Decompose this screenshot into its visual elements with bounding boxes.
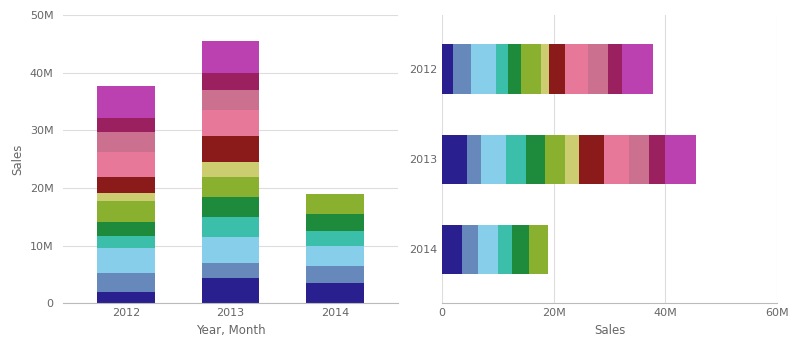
Bar [97, 247, 154, 274]
Bar [541, 45, 550, 94]
Bar [467, 135, 482, 184]
Bar [202, 217, 259, 237]
Bar [202, 237, 259, 263]
Bar [454, 45, 471, 94]
Bar [97, 236, 154, 247]
Bar [306, 231, 364, 246]
Bar [478, 224, 498, 274]
Bar [442, 224, 462, 274]
Bar [529, 224, 548, 274]
Bar [202, 263, 259, 277]
Bar [202, 110, 259, 136]
Bar [97, 292, 154, 303]
Bar [550, 45, 565, 94]
Bar [97, 222, 154, 236]
Bar [306, 214, 364, 231]
Bar [97, 152, 154, 176]
Bar [565, 135, 579, 184]
Bar [604, 135, 629, 184]
Bar [202, 90, 259, 110]
Bar [629, 135, 649, 184]
Bar [526, 135, 546, 184]
Bar [589, 45, 608, 94]
Bar [202, 136, 259, 162]
Bar [97, 274, 154, 292]
Bar [498, 224, 512, 274]
X-axis label: Year, Month: Year, Month [196, 324, 266, 337]
Bar [202, 73, 259, 90]
Bar [622, 45, 653, 94]
Bar [496, 45, 507, 94]
Bar [512, 224, 529, 274]
Bar [608, 45, 622, 94]
Bar [306, 266, 364, 283]
Bar [202, 176, 259, 197]
Bar [482, 135, 506, 184]
Bar [546, 135, 565, 184]
Bar [442, 45, 454, 94]
Bar [97, 201, 154, 222]
Bar [202, 277, 259, 303]
Bar [306, 194, 364, 214]
Bar [97, 176, 154, 193]
Bar [202, 162, 259, 176]
Bar [97, 193, 154, 201]
Bar [462, 224, 478, 274]
Bar [565, 45, 589, 94]
Bar [306, 246, 364, 266]
Y-axis label: Sales: Sales [11, 144, 24, 175]
Bar [97, 86, 154, 118]
Bar [579, 135, 604, 184]
Bar [442, 135, 467, 184]
X-axis label: Sales: Sales [594, 324, 626, 337]
Bar [507, 45, 522, 94]
Bar [666, 135, 696, 184]
Bar [97, 132, 154, 152]
Bar [97, 118, 154, 132]
Bar [202, 41, 259, 73]
Bar [471, 45, 496, 94]
Bar [202, 197, 259, 217]
Bar [306, 283, 364, 303]
Bar [522, 45, 541, 94]
Bar [649, 135, 666, 184]
Bar [506, 135, 526, 184]
